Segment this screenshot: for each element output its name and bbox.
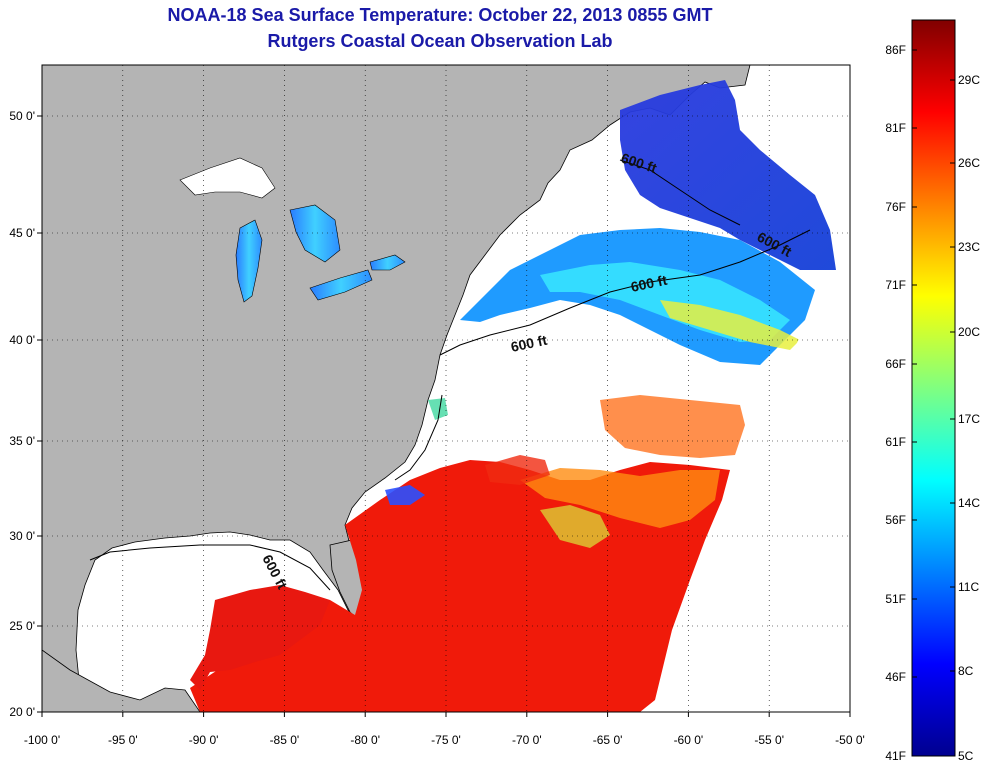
colorbar-f-label: 41F xyxy=(885,749,906,763)
colorbar-f-label: 61F xyxy=(885,435,906,449)
colorbar xyxy=(911,19,956,757)
y-tick-label: 50 0' xyxy=(9,109,35,123)
y-tick-label: 20 0' xyxy=(9,705,35,719)
colorbar-f-label: 56F xyxy=(885,513,906,527)
contour-label: 600 ft xyxy=(509,332,548,355)
colorbar-c-label: 29C xyxy=(958,73,980,87)
sst-red-patch-north xyxy=(485,455,550,485)
colorbar-f-label: 86F xyxy=(885,43,906,57)
x-tick-label: -95 0' xyxy=(108,733,138,747)
x-tick-label: -65 0' xyxy=(593,733,623,747)
colorbar-f-label: 46F xyxy=(885,670,906,684)
sst-orange-patch-1 xyxy=(520,468,720,528)
sst-gulf-red xyxy=(190,585,330,690)
sst-gulfstream-yellow xyxy=(660,300,800,350)
colorbar-f-label: 66F xyxy=(885,357,906,371)
lake-huron xyxy=(289,204,341,263)
colorbar-f-label: 71F xyxy=(885,278,906,292)
y-tick-label: 25 0' xyxy=(9,619,35,633)
y-tick-label: 45 0' xyxy=(9,226,35,240)
lake-ontario xyxy=(369,254,406,271)
colorbar-f-label: 76F xyxy=(885,200,906,214)
lake-michigan xyxy=(235,219,263,303)
x-tick-label: -75 0' xyxy=(431,733,461,747)
sst-yellow-patch xyxy=(540,505,610,548)
colorbar-c-label: 5C xyxy=(958,749,974,763)
x-axis: -100 0' -95 0' -90 0' -85 0' -80 0' -75 0' -70… xyxy=(24,712,865,747)
colorbar-fahrenheit-labels: 86F 81F 76F 71F 66F 61F 56F 51F 46F 41F xyxy=(885,43,917,763)
colorbar-c-label: 20C xyxy=(958,325,980,339)
colorbar-f-label: 81F xyxy=(885,121,906,135)
x-tick-label: -50 0' xyxy=(835,733,865,747)
colorbar-c-label: 17C xyxy=(958,412,980,426)
x-tick-label: -55 0' xyxy=(754,733,784,747)
x-tick-label: -70 0' xyxy=(512,733,542,747)
y-axis: 50 0' 45 0' 40 0' 35 0' 30 0' 25 0' 20 0' xyxy=(9,109,42,719)
sst-green-coast-patch xyxy=(428,398,448,420)
colorbar-c-label: 23C xyxy=(958,240,980,254)
colorbar-f-label: 51F xyxy=(885,592,906,606)
x-tick-label: -100 0' xyxy=(24,733,60,747)
colorbar-c-label: 8C xyxy=(958,664,974,678)
y-tick-label: 40 0' xyxy=(9,333,35,347)
sst-orange-patch-2 xyxy=(600,395,745,458)
land-yucatan xyxy=(42,649,201,712)
lake-erie xyxy=(309,269,373,301)
y-tick-label: 35 0' xyxy=(9,434,35,448)
sst-blue-coast-patch xyxy=(385,485,425,505)
x-tick-label: -80 0' xyxy=(350,733,380,747)
y-tick-label: 30 0' xyxy=(9,529,35,543)
land-north-america xyxy=(42,65,751,712)
x-tick-label: -85 0' xyxy=(270,733,300,747)
colorbar-c-label: 14C xyxy=(958,496,980,510)
contour-label: 600 ft xyxy=(629,272,668,295)
sst-labrador xyxy=(620,80,836,270)
map-title: NOAA-18 Sea Surface Temperature: October… xyxy=(167,5,713,25)
colorbar-c-label: 26C xyxy=(958,156,980,170)
lake-superior xyxy=(179,157,276,199)
map-subtitle: Rutgers Coastal Ocean Observation Lab xyxy=(267,31,613,51)
swath-edge-nodata xyxy=(650,290,850,712)
colorbar-celsius-labels: 29C 26C 23C 20C 17C 14C 11C 8C 5C xyxy=(950,73,980,763)
x-tick-label: -60 0' xyxy=(674,733,704,747)
isobath-600ft xyxy=(89,159,811,591)
x-tick-label: -90 0' xyxy=(189,733,219,747)
colorbar-c-label: 11C xyxy=(958,580,979,594)
